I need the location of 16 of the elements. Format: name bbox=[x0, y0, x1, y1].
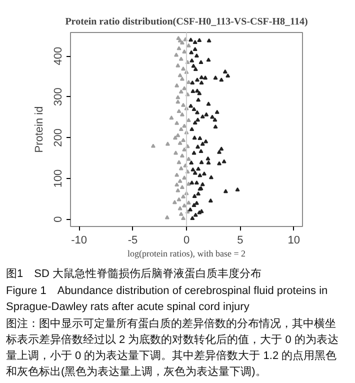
y-tick-label: 100 bbox=[52, 169, 64, 188]
caption: Figure 1 Abundance distribution of cerebrospinal fluid proteins in Sprague-Dawley rats after acute spinal cord injury bbox=[6, 284, 329, 315]
x-axis-title: log(protein ratios), with base = 2 bbox=[127, 248, 246, 258]
x-tick-label: 0 bbox=[183, 234, 190, 246]
y-tick-label: 300 bbox=[52, 88, 64, 106]
y-tick-label: 200 bbox=[52, 128, 64, 147]
x-tick-label: -5 bbox=[128, 234, 138, 246]
x-tick-label: -10 bbox=[71, 234, 88, 246]
text: 图注：图中显示可定量所有蛋白质的差异倍数的分布情况，其中横坐标表示差异倍数经过以 2 为底数的对数转化后的值，大于 0 的为表达量上调，小于 0 的为表达量下调。其中差异倍数大于 1.2 的点用黑色和灰色标出(黑色为表达量上调，灰色为表达量下调)。 bbox=[6, 316, 340, 380]
caption: 图1 SD 大鼠急性脊髓损伤后脑脊液蛋白质丰度分布 bbox=[6, 267, 262, 282]
chart-title: Protein ratio distribution(CSF-H0_113-VS-CSF-H8_114) bbox=[65, 16, 308, 28]
y-axis-title: Protein id bbox=[34, 106, 46, 153]
y-tick-label: 0 bbox=[52, 216, 64, 222]
x-tick-label: 10 bbox=[288, 234, 300, 246]
x-tick-label: 5 bbox=[237, 234, 244, 246]
y-tick-label: 400 bbox=[52, 46, 64, 66]
